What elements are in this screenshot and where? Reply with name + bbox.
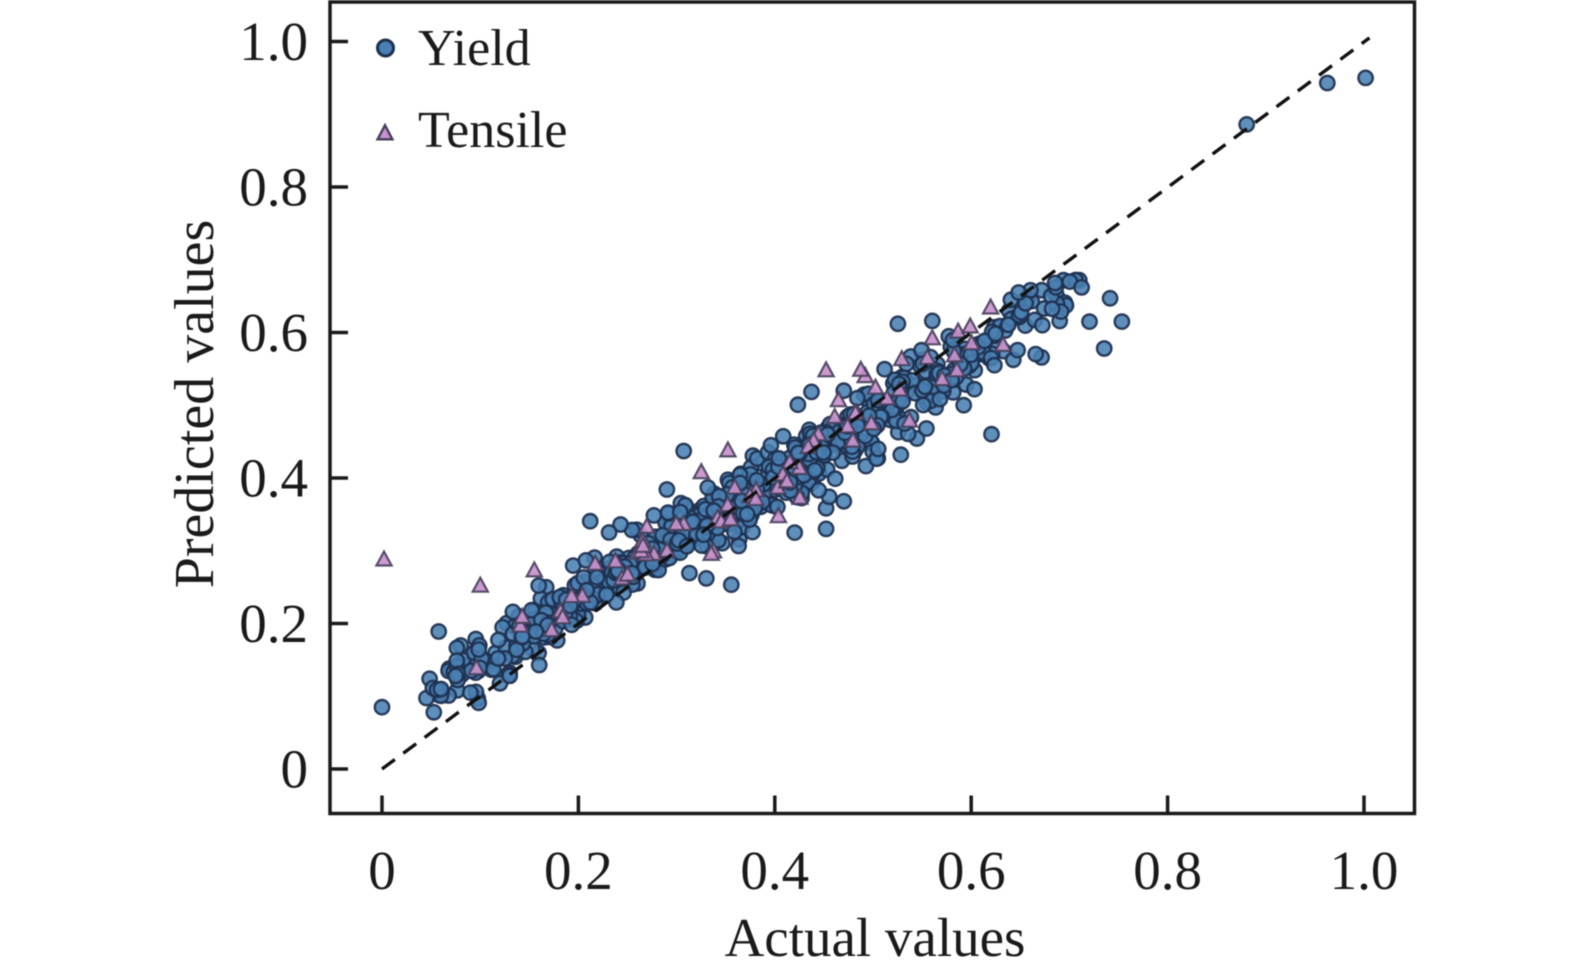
svg-text:0.6: 0.6 xyxy=(937,840,1006,901)
svg-text:0.8: 0.8 xyxy=(1133,840,1202,901)
svg-text:0.8: 0.8 xyxy=(239,156,308,217)
svg-text:0: 0 xyxy=(368,840,396,901)
svg-text:0.4: 0.4 xyxy=(740,840,809,901)
svg-text:0.6: 0.6 xyxy=(239,302,308,363)
svg-text:0.4: 0.4 xyxy=(239,447,308,508)
svg-text:1.0: 1.0 xyxy=(1330,840,1399,901)
svg-text:0.2: 0.2 xyxy=(544,840,613,901)
svg-text:Predicted values: Predicted values xyxy=(164,220,226,589)
svg-text:Yield: Yield xyxy=(418,20,531,77)
svg-text:Tensile: Tensile xyxy=(418,102,567,159)
svg-text:0: 0 xyxy=(281,738,309,799)
svg-text:0.2: 0.2 xyxy=(239,593,308,654)
svg-text:Actual values: Actual values xyxy=(725,907,1026,968)
svg-text:1.0: 1.0 xyxy=(239,11,308,72)
